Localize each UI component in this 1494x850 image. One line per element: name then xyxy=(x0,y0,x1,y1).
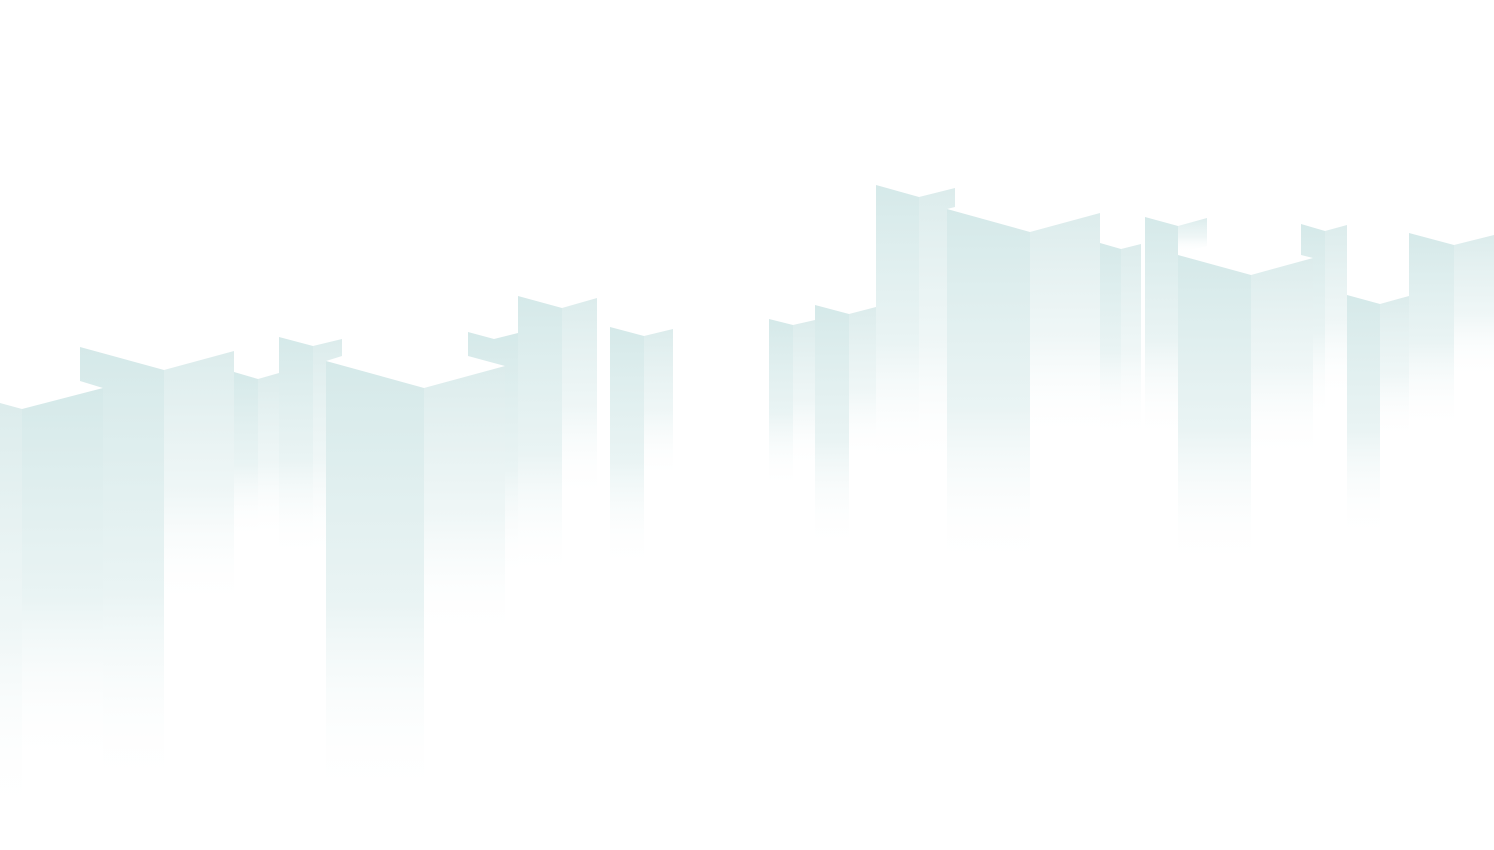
building-left-12 xyxy=(518,296,562,580)
building-right-13 xyxy=(1178,255,1251,570)
building-left-4 xyxy=(164,351,234,610)
building-right-17 xyxy=(1347,295,1380,540)
building-left-11 xyxy=(468,332,518,580)
right-building-cluster xyxy=(769,185,1494,570)
building-right-2 xyxy=(793,320,815,470)
building-right-16 xyxy=(1325,225,1347,400)
building-left-14 xyxy=(610,327,644,570)
building-right-10 xyxy=(1121,244,1141,440)
building-right-7 xyxy=(947,209,1030,570)
building-right-1 xyxy=(769,319,793,490)
building-right-9 xyxy=(1100,243,1121,440)
building-right-5 xyxy=(876,185,919,470)
building-right-20 xyxy=(1454,235,1494,380)
building-right-12 xyxy=(1178,218,1207,253)
building-right-3 xyxy=(815,305,849,550)
building-right-18 xyxy=(1380,296,1409,440)
building-left-15 xyxy=(644,329,673,480)
building-left-9 xyxy=(326,361,424,800)
building-right-4 xyxy=(849,307,876,460)
building-left-3 xyxy=(80,347,164,790)
building-left-7 xyxy=(279,337,313,560)
building-right-15 xyxy=(1301,224,1325,420)
building-left-6 xyxy=(258,373,279,540)
building-left-13 xyxy=(562,298,597,500)
building-right-11 xyxy=(1145,217,1178,440)
building-right-14 xyxy=(1251,258,1313,460)
building-right-6 xyxy=(919,188,955,470)
building-right-8 xyxy=(1030,213,1100,440)
building-left-8 xyxy=(313,339,342,560)
left-building-cluster xyxy=(0,296,673,820)
building-right-19 xyxy=(1409,233,1454,430)
building-left-5 xyxy=(234,372,258,540)
building-left-2 xyxy=(22,388,103,770)
building-left-1 xyxy=(0,403,22,820)
building-left-10 xyxy=(424,366,505,640)
